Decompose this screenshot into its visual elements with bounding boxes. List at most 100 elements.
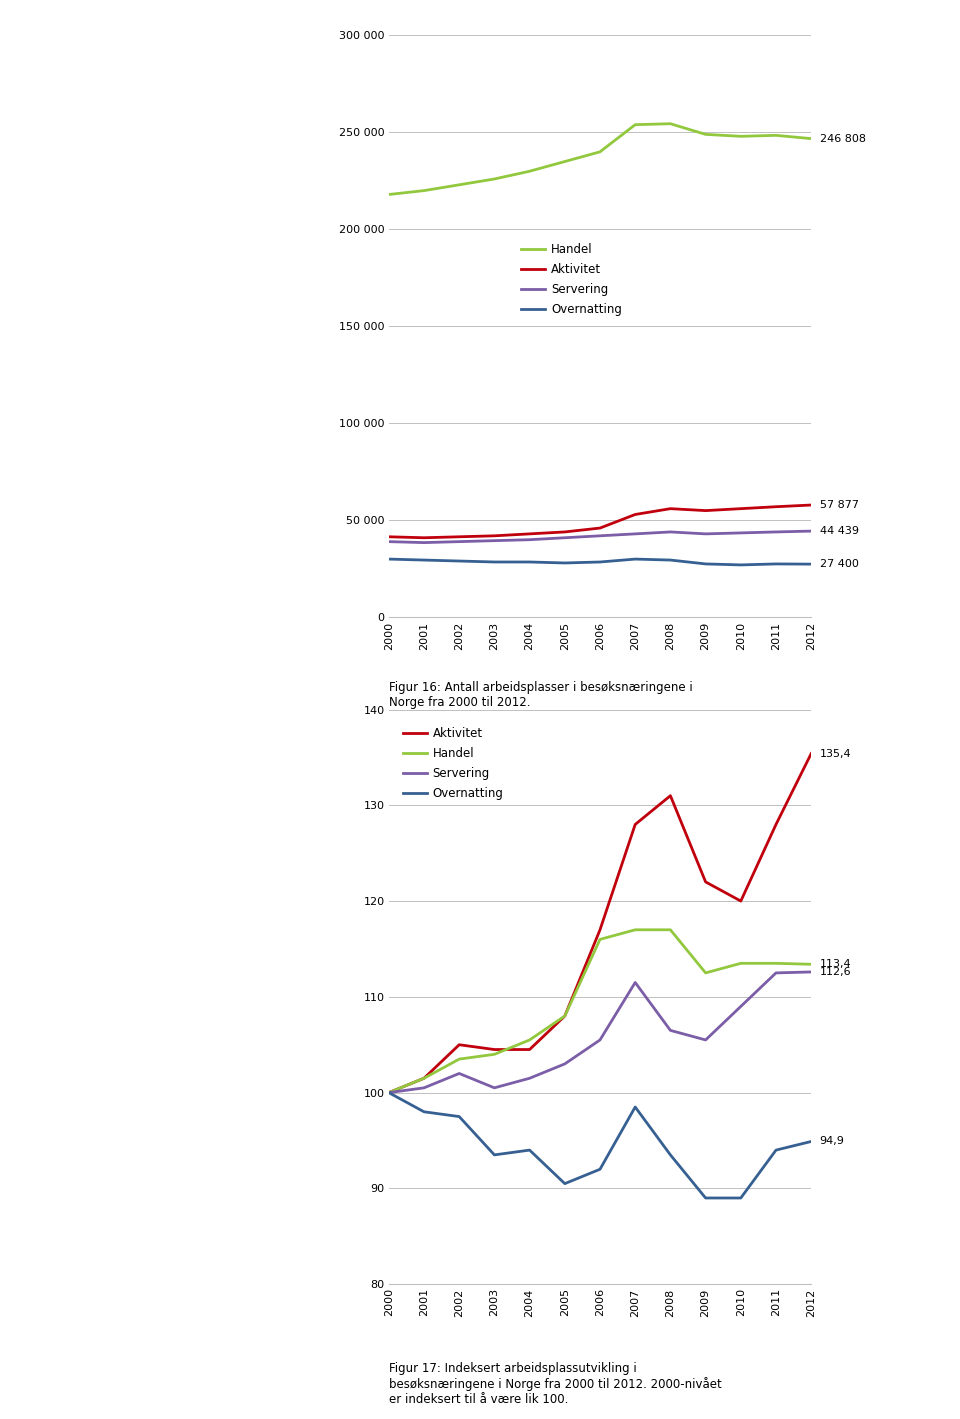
Handel [735, 128, 747, 145]
Servering [489, 1080, 500, 1097]
Overnatting [700, 555, 711, 572]
Aktivitet [735, 499, 747, 517]
Overnatting [594, 553, 606, 570]
Line: Servering: Servering [389, 531, 811, 542]
Aktivitet [770, 816, 781, 833]
Handel [383, 1084, 395, 1101]
Overnatting [453, 552, 465, 569]
Aktivitet [524, 1042, 536, 1059]
Line: Overnatting: Overnatting [389, 1093, 811, 1198]
Aktivitet [453, 528, 465, 545]
Overnatting [735, 1189, 747, 1206]
Line: Servering: Servering [389, 972, 811, 1093]
Servering [524, 1070, 536, 1087]
Servering [630, 973, 641, 990]
Text: 27 400: 27 400 [820, 559, 858, 569]
Servering [664, 524, 676, 541]
Servering [770, 965, 781, 982]
Servering [630, 525, 641, 542]
Servering [735, 525, 747, 542]
Handel [524, 163, 536, 180]
Handel [664, 921, 676, 938]
Servering [419, 534, 430, 551]
Servering [489, 532, 500, 549]
Handel [383, 186, 395, 203]
Text: 113,4: 113,4 [820, 959, 852, 969]
Overnatting [664, 552, 676, 569]
Overnatting [524, 553, 536, 570]
Servering [453, 534, 465, 551]
Servering [453, 1064, 465, 1083]
Servering [559, 1056, 570, 1073]
Servering [383, 534, 395, 551]
Aktivitet [770, 498, 781, 515]
Aktivitet [700, 502, 711, 519]
Handel [594, 143, 606, 160]
Aktivitet [383, 1084, 395, 1101]
Aktivitet [594, 921, 606, 938]
Servering [383, 1084, 395, 1101]
Handel [700, 126, 711, 143]
Overnatting [489, 553, 500, 570]
Overnatting [559, 555, 570, 572]
Legend: Aktivitet, Handel, Servering, Overnatting: Aktivitet, Handel, Servering, Overnattin… [403, 727, 504, 800]
Text: 44 439: 44 439 [820, 526, 858, 536]
Handel [419, 1070, 430, 1087]
Handel [805, 131, 817, 148]
Overnatting [700, 1189, 711, 1206]
Handel [630, 116, 641, 133]
Aktivitet [559, 1007, 570, 1025]
Overnatting [805, 556, 817, 573]
Legend: Handel, Aktivitet, Servering, Overnatting: Handel, Aktivitet, Servering, Overnattin… [521, 243, 622, 316]
Overnatting [419, 1104, 430, 1121]
Servering [805, 522, 817, 539]
Aktivitet [594, 519, 606, 536]
Text: 135,4: 135,4 [820, 749, 852, 759]
Overnatting [383, 1084, 395, 1101]
Servering [419, 1080, 430, 1097]
Handel [700, 965, 711, 982]
Handel [419, 182, 430, 199]
Handel [805, 956, 817, 973]
Handel [489, 170, 500, 187]
Handel [489, 1046, 500, 1063]
Servering [700, 525, 711, 542]
Line: Overnatting: Overnatting [389, 559, 811, 565]
Overnatting [489, 1147, 500, 1164]
Overnatting [453, 1108, 465, 1125]
Overnatting [770, 1141, 781, 1158]
Aktivitet [700, 873, 711, 891]
Aktivitet [419, 1070, 430, 1087]
Aktivitet [524, 525, 536, 542]
Servering [770, 524, 781, 541]
Aktivitet [630, 816, 641, 833]
Overnatting [524, 1141, 536, 1158]
Text: Figur 16: Antall arbeidsplasser i besøksnæringene i
Norge fra 2000 til 2012.: Figur 16: Antall arbeidsplasser i besøks… [389, 681, 692, 710]
Overnatting [664, 1147, 676, 1164]
Text: 112,6: 112,6 [820, 966, 852, 976]
Text: 94,9: 94,9 [820, 1137, 845, 1147]
Servering [524, 531, 536, 548]
Handel [770, 126, 781, 143]
Overnatting [630, 1098, 641, 1115]
Overnatting [594, 1161, 606, 1178]
Overnatting [805, 1132, 817, 1149]
Overnatting [419, 552, 430, 569]
Servering [594, 1032, 606, 1049]
Aktivitet [489, 528, 500, 545]
Text: 246 808: 246 808 [820, 133, 866, 143]
Servering [700, 1032, 711, 1049]
Handel [630, 921, 641, 938]
Aktivitet [664, 499, 676, 517]
Handel [453, 1050, 465, 1067]
Handel [594, 931, 606, 948]
Handel [664, 115, 676, 132]
Aktivitet [630, 507, 641, 524]
Servering [664, 1022, 676, 1039]
Overnatting [383, 551, 395, 568]
Servering [805, 964, 817, 981]
Text: 57 877: 57 877 [820, 499, 858, 509]
Handel [735, 955, 747, 972]
Handel [559, 1007, 570, 1025]
Handel [453, 176, 465, 193]
